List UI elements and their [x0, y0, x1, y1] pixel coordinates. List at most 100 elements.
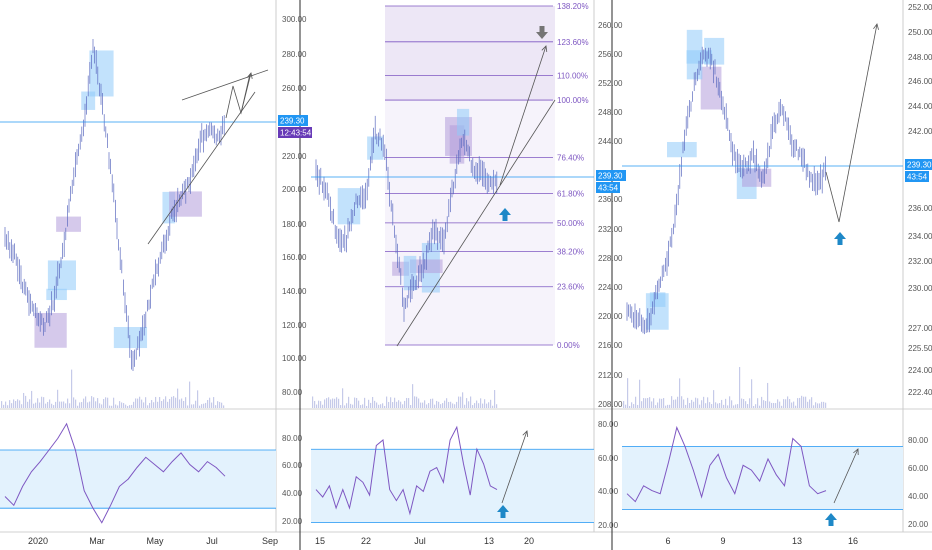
volume-bar [312, 396, 314, 408]
volume-bar [41, 396, 43, 408]
volume-bar [635, 396, 637, 408]
last-price-text: 239.30 [907, 161, 932, 170]
volume-bar [37, 398, 39, 408]
countdown-tag [596, 182, 620, 193]
volume-bar [416, 396, 418, 408]
rsi-axis-tick: 20.00 [598, 521, 619, 530]
volume-bar [372, 396, 374, 408]
volume-bar [382, 403, 384, 408]
price-axis-tick: 230.00 [908, 284, 932, 293]
volume-bar [426, 404, 428, 408]
volume-bar [496, 404, 498, 408]
volume-bar [442, 403, 444, 408]
volume-bar [667, 404, 669, 408]
price-axis-tick: 224.00 [908, 366, 932, 375]
price-axis-tick: 250.00 [908, 28, 932, 37]
volume-bar [354, 397, 356, 408]
volume-bar [402, 404, 404, 408]
volume-bar [368, 399, 370, 408]
volume-bar [627, 378, 629, 408]
volume-bar [729, 396, 731, 408]
volume-bar [671, 396, 673, 408]
volume-bar [209, 397, 211, 408]
volume-bar [637, 404, 639, 408]
fib-level-label: 61.80% [557, 189, 584, 198]
volume-bar [759, 405, 761, 408]
volume-bar [683, 399, 685, 408]
volume-bar [352, 404, 354, 408]
volume-bar [386, 396, 388, 408]
fib-level-label: 23.60% [557, 283, 584, 292]
volume-bar [769, 401, 771, 408]
volume-bar [139, 396, 141, 408]
fib-level-label: 138.20% [557, 2, 589, 11]
volume-bar [73, 397, 75, 408]
volume-bar [779, 401, 781, 408]
fib-extension-zone [385, 6, 555, 101]
volume-bar [739, 367, 741, 408]
fib-level-label: 123.60% [557, 38, 589, 47]
fib-level-label: 0.00% [557, 341, 580, 350]
volume-bar [149, 402, 151, 408]
rsi-projection-arrow-head [853, 448, 859, 456]
volume-bar [801, 395, 803, 408]
volume-bar [175, 397, 177, 408]
price-axis-tick: 212.00 [598, 371, 623, 380]
volume-bar [488, 402, 490, 408]
volume-bar [380, 404, 382, 408]
volume-bar [189, 381, 191, 408]
volume-bar [135, 398, 137, 408]
volume-bar [723, 404, 725, 408]
price-axis-tick: 256.00 [598, 50, 623, 59]
volume-bar [663, 398, 665, 408]
volume-bar [793, 401, 795, 408]
volume-bar [699, 404, 701, 408]
volume-bar [121, 402, 123, 408]
volume-bar [390, 397, 392, 408]
volume-bar [464, 404, 466, 408]
volume-bar [316, 404, 318, 408]
volume-bar [725, 398, 727, 408]
volume-bar [217, 401, 219, 408]
rsi-line [4, 422, 226, 524]
volume-bar [173, 396, 175, 408]
volume-bar [199, 405, 201, 408]
volume-bar [707, 397, 709, 408]
date-axis-tick: 20 [524, 536, 534, 546]
volume-bar [480, 398, 482, 408]
volume-bar [482, 403, 484, 408]
projection-segment [825, 171, 840, 223]
price-axis-tick: 234.00 [908, 232, 932, 241]
volume-bar [673, 399, 675, 408]
projection-arrow [838, 23, 878, 223]
volume-bar [669, 404, 671, 408]
indicator-cloud [56, 216, 82, 232]
volume-bar [494, 390, 496, 408]
price-axis-tick: 260.00 [598, 21, 623, 30]
volume-bar [127, 405, 129, 408]
volume-bar [755, 404, 757, 408]
date-axis-tick: Mar [89, 536, 105, 546]
volume-bar [29, 399, 31, 408]
volume-bar [689, 402, 691, 408]
volume-bar [436, 400, 438, 408]
volume-bar [659, 398, 661, 408]
rsi-line [315, 425, 498, 516]
volume-bar [785, 399, 787, 408]
volume-bar [717, 403, 719, 408]
volume-bar [701, 400, 703, 408]
volume-bar [3, 404, 5, 408]
chart-panel-middle: 0.00% 23.60% 38.20% 50.00% 61.80% 76.40% 100.0… [311, 0, 626, 546]
volume-bar [328, 397, 330, 408]
volume-bar [807, 401, 809, 408]
volume-bar [81, 402, 83, 408]
price-axis-tick: 120.00 [282, 321, 307, 330]
volume-bar [639, 379, 641, 408]
date-axis-tick: 6 [665, 536, 670, 546]
volume-bar [454, 404, 456, 408]
up-arrow-icon [499, 208, 511, 221]
volume-bar [87, 402, 89, 408]
volume-bar [753, 405, 755, 408]
trend-line-lower [147, 91, 256, 245]
